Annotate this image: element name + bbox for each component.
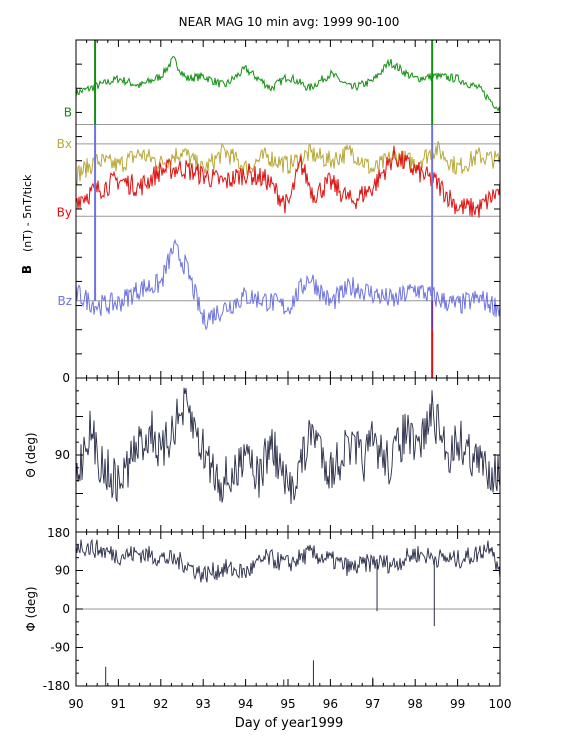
panel-b-components: B Bx By Bz [57, 40, 501, 378]
y-tick-label-phi-0: 180 [47, 526, 70, 540]
panel-frame-1 [75, 377, 501, 533]
y-tick-label-phi-4: -180 [43, 679, 70, 693]
panel-theta [75, 387, 501, 505]
y-tick-label-phi-2: 0 [62, 602, 70, 616]
x-tick-label-96: 96 [323, 697, 338, 711]
x-tick-label-90: 90 [68, 697, 83, 711]
y-tick-label-phi-3: -90 [50, 641, 70, 655]
x-tick-label-98: 98 [408, 697, 423, 711]
x-tick-label-97: 97 [365, 697, 380, 711]
y-axis-label-phi: Φ (deg) [24, 586, 38, 631]
panel-frame-0 [75, 39, 501, 379]
theta-series-line [75, 387, 501, 505]
series-line-by [75, 145, 501, 218]
x-tick-label-91: 91 [111, 697, 126, 711]
y-tick-label-phi-1: 90 [55, 564, 70, 578]
x-axis-label: Day of year1999 [235, 716, 344, 731]
x-tick-label-94: 94 [238, 697, 253, 711]
x-tick-label-100: 100 [489, 697, 512, 711]
x-tick-label-93: 93 [196, 697, 211, 711]
series-line-bx [75, 140, 501, 185]
chart-title: NEAR MAG 10 min avg: 1999 90-100 [179, 15, 400, 29]
legend-label-b: B [64, 106, 72, 120]
y-tick-label-b-0: 0 [62, 371, 70, 385]
y-axis-label-b-symbol: B [20, 265, 34, 274]
x-tick-label-95: 95 [280, 697, 295, 711]
x-tick-label-92: 92 [153, 697, 168, 711]
legend-label-bx: Bx [57, 137, 72, 151]
legend-label-bz: Bz [57, 294, 72, 308]
series-line-bz [75, 238, 501, 331]
x-tick-label-99: 99 [450, 697, 465, 711]
phi-series-line [75, 538, 501, 583]
legend-label-by: By [57, 205, 72, 219]
y-tick-label-theta-90: 90 [55, 448, 70, 462]
series-line-b [75, 56, 501, 114]
x-axis: 0 90 180 90 0 -90 -180 90 91 92 93 94 95 96 97 98 99 100 [43, 39, 512, 711]
y-axis-label-theta: Θ (deg) [24, 432, 38, 477]
y-axis-label-b: (nT) - 5nT/tick [21, 174, 34, 252]
panel-phi [75, 538, 501, 686]
